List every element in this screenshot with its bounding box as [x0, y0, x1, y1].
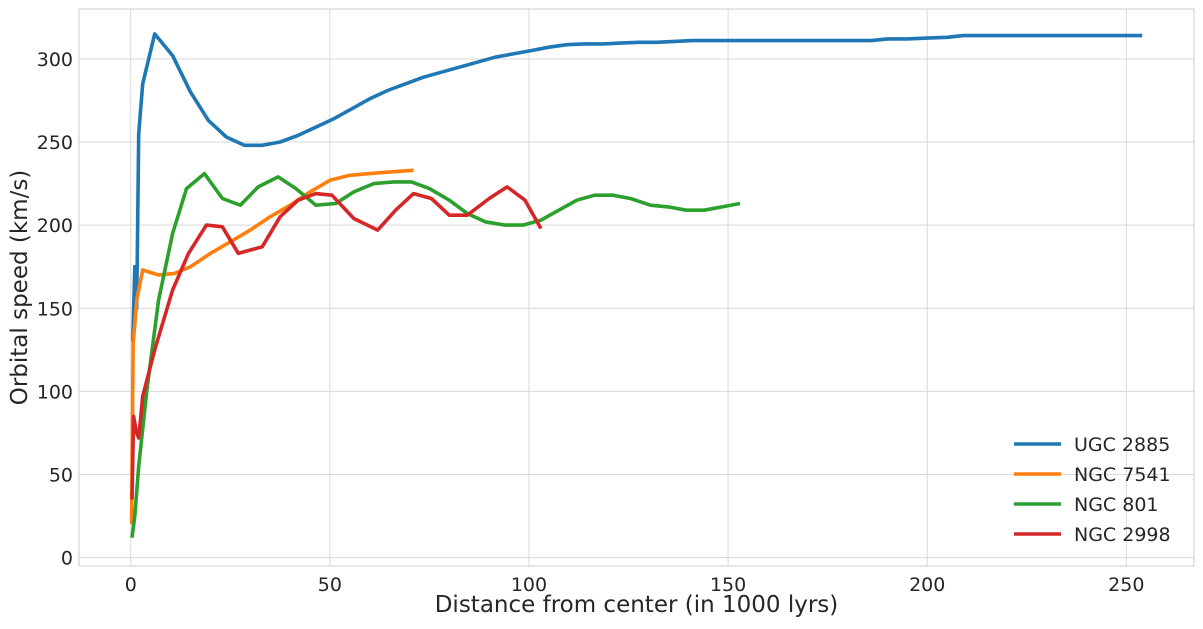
series-lines	[129, 32, 1143, 538]
y-tick-label: 300	[37, 49, 73, 71]
x-tick-label: 0	[125, 574, 137, 596]
series-line	[131, 32, 1143, 342]
plot-frame	[78, 8, 1195, 567]
y-tick-label: 200	[37, 215, 73, 237]
legend-label: UGC 2885	[1074, 434, 1170, 456]
y-tick-label: 100	[37, 381, 73, 403]
plot-border	[78, 8, 1195, 567]
x-tick-label: 200	[909, 574, 945, 596]
legend: UGC 2885 NGC 7541 NGC 801 NGC 2998	[1014, 434, 1171, 546]
x-tick-label: 150	[710, 574, 746, 596]
grid	[79, 9, 1194, 566]
x-tick-label: 100	[511, 574, 547, 596]
y-tick-label: 50	[49, 465, 73, 487]
legend-label: NGC 7541	[1074, 464, 1171, 486]
x-tick-label: 250	[1108, 574, 1144, 596]
legend-label: NGC 801	[1074, 494, 1159, 516]
x-tick-label: 50	[318, 574, 342, 596]
series-line	[130, 185, 543, 500]
series-line	[130, 171, 741, 538]
x-axis-label: Distance from center (in 1000 lyrs)	[435, 592, 839, 618]
y-tick-label: 250	[37, 132, 73, 154]
legend-label: NGC 2998	[1074, 524, 1171, 546]
series-line	[129, 168, 414, 525]
y-tick-label: 0	[61, 548, 73, 570]
y-tick-label: 150	[37, 298, 73, 320]
y-axis-label: Orbital speed (km/s)	[7, 170, 33, 406]
tick-labels: 0 50 100 150 200 250 0 50 100 150 200 250 300	[37, 49, 1145, 596]
